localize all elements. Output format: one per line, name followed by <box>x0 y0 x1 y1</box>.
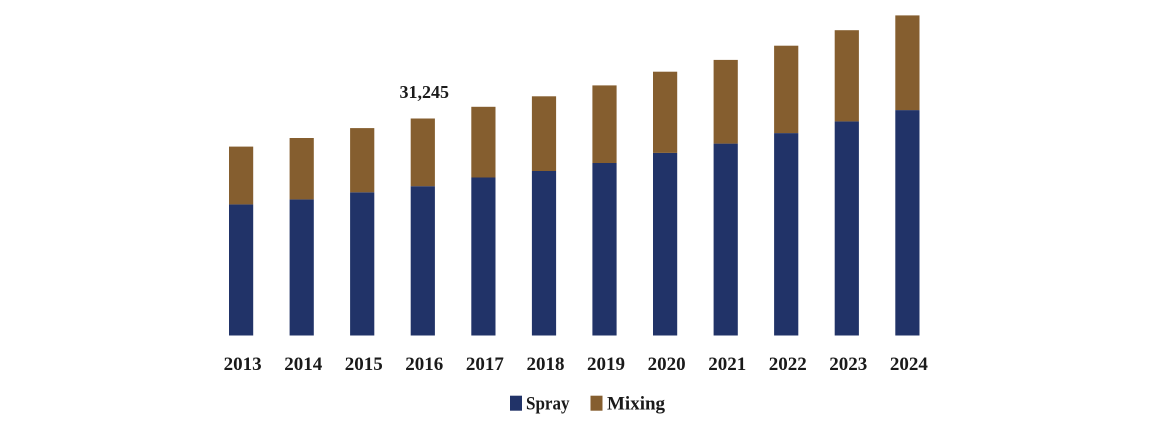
svg-text:2022: 2022 <box>769 354 807 375</box>
svg-text:2017: 2017 <box>466 354 505 375</box>
svg-text:2014: 2014 <box>284 354 323 375</box>
svg-text:31,245: 31,245 <box>400 82 450 102</box>
svg-text:2015: 2015 <box>345 354 383 375</box>
svg-text:2020: 2020 <box>648 354 686 375</box>
svg-text:Mixing: Mixing <box>607 393 666 414</box>
svg-text:2021: 2021 <box>708 354 746 375</box>
svg-text:2019: 2019 <box>587 354 625 375</box>
svg-text:Spray: Spray <box>526 393 570 414</box>
svg-text:2013: 2013 <box>224 354 262 375</box>
svg-text:2018: 2018 <box>527 354 565 375</box>
svg-text:2023: 2023 <box>829 354 867 375</box>
svg-text:2024: 2024 <box>890 354 929 375</box>
svg-text:2016: 2016 <box>405 354 443 375</box>
